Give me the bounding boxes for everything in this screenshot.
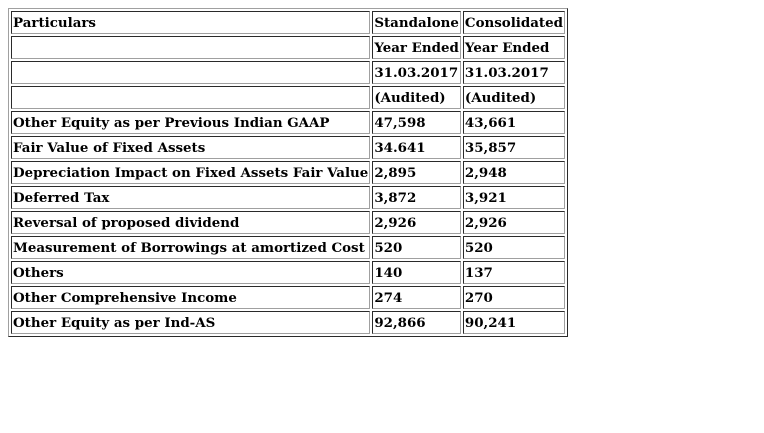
consolidated-value-cell: 90,241 — [462, 311, 565, 334]
particulars-cell: Deferred Tax — [11, 186, 371, 209]
particulars-cell: Reversal of proposed dividend — [11, 211, 371, 234]
header-standalone-audit-status: (Audited) — [372, 86, 461, 109]
document-area: Particulars Standalone Consolidated Year… — [8, 8, 568, 337]
particulars-cell: Other Equity as per Ind-AS — [11, 311, 371, 334]
consolidated-value-cell: 43,661 — [462, 111, 565, 134]
header-consolidated: Consolidated — [462, 11, 565, 34]
header-empty-cell — [11, 36, 371, 59]
table-row: Measurement of Borrowings at amortized C… — [11, 236, 565, 259]
table-row: Fair Value of Fixed Assets 34.641 35,857 — [11, 136, 565, 159]
standalone-value-cell: 2,895 — [372, 161, 461, 184]
header-consolidated-period: Year Ended — [462, 36, 565, 59]
header-empty-cell — [11, 61, 371, 84]
header-standalone-period: Year Ended — [372, 36, 461, 59]
table-row: Depreciation Impact on Fixed Assets Fair… — [11, 161, 565, 184]
header-consolidated-audit-status: (Audited) — [462, 86, 565, 109]
header-empty-cell — [11, 86, 371, 109]
consolidated-value-cell: 2,926 — [462, 211, 565, 234]
header-standalone-date: 31.03.2017 — [372, 61, 461, 84]
header-row-audit-status: (Audited) (Audited) — [11, 86, 565, 109]
header-consolidated-date: 31.03.2017 — [462, 61, 565, 84]
other-equity-reconciliation-table: Particulars Standalone Consolidated Year… — [8, 8, 568, 337]
consolidated-value-cell: 35,857 — [462, 136, 565, 159]
standalone-value-cell: 274 — [372, 286, 461, 309]
particulars-cell: Other Equity as per Previous Indian GAAP — [11, 111, 371, 134]
standalone-value-cell: 520 — [372, 236, 461, 259]
table-row: Other Comprehensive Income 274 270 — [11, 286, 565, 309]
table-row: Other Equity as per Ind-AS 92,866 90,241 — [11, 311, 565, 334]
consolidated-value-cell: 2,948 — [462, 161, 565, 184]
standalone-value-cell: 2,926 — [372, 211, 461, 234]
particulars-cell: Depreciation Impact on Fixed Assets Fair… — [11, 161, 371, 184]
particulars-cell: Others — [11, 261, 371, 284]
table-row: Others 140 137 — [11, 261, 565, 284]
standalone-value-cell: 3,872 — [372, 186, 461, 209]
consolidated-value-cell: 3,921 — [462, 186, 565, 209]
header-row-date: 31.03.2017 31.03.2017 — [11, 61, 565, 84]
table-row: Deferred Tax 3,872 3,921 — [11, 186, 565, 209]
standalone-value-cell: 34.641 — [372, 136, 461, 159]
particulars-cell: Other Comprehensive Income — [11, 286, 371, 309]
consolidated-value-cell: 520 — [462, 236, 565, 259]
table-row: Other Equity as per Previous Indian GAAP… — [11, 111, 565, 134]
table-row: Reversal of proposed dividend 2,926 2,92… — [11, 211, 565, 234]
consolidated-value-cell: 270 — [462, 286, 565, 309]
header-row-title: Particulars Standalone Consolidated — [11, 11, 565, 34]
consolidated-value-cell: 137 — [462, 261, 565, 284]
table-body: Particulars Standalone Consolidated Year… — [11, 11, 565, 334]
standalone-value-cell: 140 — [372, 261, 461, 284]
particulars-cell: Measurement of Borrowings at amortized C… — [11, 236, 371, 259]
header-particulars: Particulars — [11, 11, 371, 34]
header-row-period: Year Ended Year Ended — [11, 36, 565, 59]
standalone-value-cell: 92,866 — [372, 311, 461, 334]
standalone-value-cell: 47,598 — [372, 111, 461, 134]
particulars-cell: Fair Value of Fixed Assets — [11, 136, 371, 159]
header-standalone: Standalone — [372, 11, 461, 34]
